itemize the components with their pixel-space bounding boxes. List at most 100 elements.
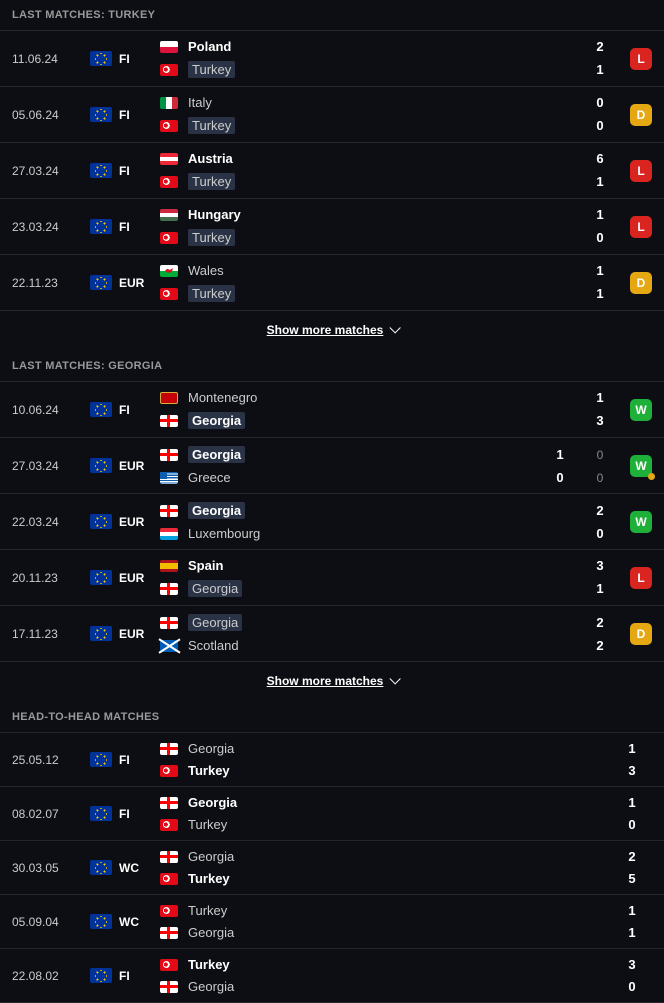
chevron-down-icon	[390, 673, 401, 684]
teams: Georgia 2 Turkey 5	[160, 849, 652, 886]
score: 0	[580, 118, 620, 133]
result-badge: L	[630, 48, 652, 70]
show-more-button[interactable]: Show more matches	[0, 311, 664, 351]
match-row[interactable]: 27.03.24 EUR Georgia 1 0 Greece 0 0 W	[0, 438, 664, 494]
team-name: Scotland	[188, 638, 580, 653]
competition-code: FI	[119, 403, 130, 417]
team-name: Turkey	[188, 173, 235, 190]
match-row[interactable]: 30.03.05 WC Georgia 2 Turkey 5	[0, 841, 664, 895]
match-row[interactable]: 11.06.24 FI Poland 2 Turkey 1 L	[0, 31, 664, 87]
score: 1	[612, 741, 652, 756]
score: 1	[580, 263, 620, 278]
match-date: 27.03.24	[12, 164, 90, 178]
section-header: HEAD-TO-HEAD MATCHES	[0, 702, 664, 733]
match-row[interactable]: 08.02.07 FI Georgia 1 Turkey 0	[0, 787, 664, 841]
match-row[interactable]: 22.03.24 EUR Georgia 2 Luxembourg 0 W	[0, 494, 664, 550]
eu-flag-icon	[90, 275, 112, 290]
team-name: Turkey	[188, 871, 612, 886]
team-name: Georgia	[188, 849, 612, 864]
match-row[interactable]: 22.08.02 FI Turkey 3 Georgia 0	[0, 949, 664, 1003]
eu-flag-icon	[90, 163, 112, 178]
competition-code: FI	[119, 220, 130, 234]
match-date: 10.06.24	[12, 403, 90, 417]
team-name: Greece	[188, 470, 540, 485]
score: 1	[580, 390, 620, 405]
competition-code: FI	[119, 52, 130, 66]
match-row[interactable]: 05.06.24 FI Italy 0 Turkey 0 D	[0, 87, 664, 143]
match-date: 22.11.23	[12, 276, 90, 290]
show-more-button[interactable]: Show more matches	[0, 662, 664, 702]
georgia-flag-icon	[160, 505, 178, 517]
teams: Montenegro 1 Georgia 3	[160, 390, 620, 429]
team-line: Turkey 3	[160, 763, 652, 778]
matches-container: LAST MATCHES: TURKEY 11.06.24 FI Poland …	[0, 0, 664, 1003]
match-row[interactable]: 22.11.23 EUR Wales 1 Turkey 1 D	[0, 255, 664, 311]
section-header: LAST MATCHES: GEORGIA	[0, 351, 664, 382]
competition-code: WC	[119, 861, 139, 875]
competition-code: EUR	[119, 515, 144, 529]
competition-code: EUR	[119, 459, 144, 473]
eu-flag-icon	[90, 752, 112, 767]
georgia-flag-icon	[160, 617, 178, 629]
match-date: 27.03.24	[12, 459, 90, 473]
team-name: Georgia	[188, 502, 245, 519]
score: 0	[612, 979, 652, 994]
competition: FI	[90, 968, 160, 983]
match-row[interactable]: 25.05.12 FI Georgia 1 Turkey 3	[0, 733, 664, 787]
match-row[interactable]: 27.03.24 FI Austria 6 Turkey 1 L	[0, 143, 664, 199]
match-row[interactable]: 17.11.23 EUR Georgia 2 Scotland 2 D	[0, 606, 664, 662]
team-line: Austria 6	[160, 151, 620, 166]
team-line: Georgia 1	[160, 580, 620, 597]
competition: FI	[90, 219, 160, 234]
result-badge: L	[630, 567, 652, 589]
teams: Italy 0 Turkey 0	[160, 95, 620, 134]
team-line: Georgia 2	[160, 614, 620, 631]
eu-flag-icon	[90, 219, 112, 234]
result-badge: L	[630, 216, 652, 238]
team-name: Turkey	[188, 957, 612, 972]
turkey-flag-icon	[160, 288, 178, 300]
score-secondary: 0	[580, 448, 620, 462]
austria-flag-icon	[160, 153, 178, 165]
competition: WC	[90, 860, 160, 875]
match-date: 25.05.12	[12, 753, 90, 767]
match-row[interactable]: 05.09.04 WC Turkey 1 Georgia 1	[0, 895, 664, 949]
score: 2	[580, 638, 620, 653]
eu-flag-icon	[90, 514, 112, 529]
team-name: Georgia	[188, 925, 612, 940]
team-name: Georgia	[188, 412, 245, 429]
team-line: Georgia 0	[160, 979, 652, 994]
match-row[interactable]: 23.03.24 FI Hungary 1 Turkey 0 L	[0, 199, 664, 255]
teams: Austria 6 Turkey 1	[160, 151, 620, 190]
team-name: Italy	[188, 95, 580, 110]
italy-flag-icon	[160, 97, 178, 109]
competition: EUR	[90, 458, 160, 473]
teams: Georgia 1 Turkey 3	[160, 741, 652, 778]
georgia-flag-icon	[160, 927, 178, 939]
match-date: 20.11.23	[12, 571, 90, 585]
team-name: Georgia	[188, 614, 242, 631]
turkey-flag-icon	[160, 873, 178, 885]
competition-code: EUR	[119, 276, 144, 290]
georgia-flag-icon	[160, 415, 178, 427]
team-line: Georgia 1	[160, 925, 652, 940]
section-header: LAST MATCHES: TURKEY	[0, 0, 664, 31]
score: 1	[612, 925, 652, 940]
match-row[interactable]: 10.06.24 FI Montenegro 1 Georgia 3 W	[0, 382, 664, 438]
team-line: Turkey 1	[160, 285, 620, 302]
score: 0	[540, 470, 580, 485]
team-name: Spain	[188, 558, 580, 573]
result-badge: W	[630, 455, 652, 477]
competition: EUR	[90, 275, 160, 290]
eu-flag-icon	[90, 570, 112, 585]
match-row[interactable]: 20.11.23 EUR Spain 3 Georgia 1 L	[0, 550, 664, 606]
score: 1	[580, 581, 620, 596]
competition-code: FI	[119, 807, 130, 821]
team-name: Turkey	[188, 817, 612, 832]
team-line: Georgia 1	[160, 741, 652, 756]
spain-flag-icon	[160, 560, 178, 572]
score: 0	[612, 817, 652, 832]
team-line: Georgia 2	[160, 502, 620, 519]
eu-flag-icon	[90, 806, 112, 821]
teams: Georgia 1 0 Greece 0 0	[160, 446, 620, 485]
